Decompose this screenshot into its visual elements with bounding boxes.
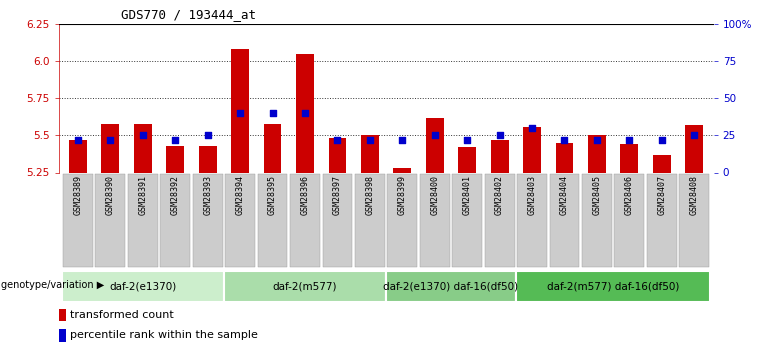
Bar [296, 54, 314, 172]
Text: GDS770 / 193444_at: GDS770 / 193444_at [121, 8, 256, 21]
Text: GSM28398: GSM28398 [365, 175, 374, 215]
Point [655, 137, 668, 142]
Text: GSM28400: GSM28400 [431, 175, 439, 215]
Bar [322, 175, 353, 267]
Text: GSM28395: GSM28395 [268, 175, 277, 215]
Bar [491, 140, 509, 172]
Bar [264, 124, 282, 172]
Bar [355, 175, 385, 267]
Bar [134, 124, 152, 172]
Bar [393, 168, 411, 172]
Text: GSM28396: GSM28396 [300, 175, 310, 215]
Point [266, 110, 278, 116]
Bar [582, 175, 612, 267]
Bar [588, 135, 606, 172]
Bar [58, 308, 66, 321]
Text: GSM28401: GSM28401 [463, 175, 472, 215]
Bar [69, 140, 87, 172]
Text: GSM28402: GSM28402 [495, 175, 504, 215]
Bar [58, 329, 66, 342]
Text: transformed count: transformed count [69, 310, 173, 320]
Text: GSM28389: GSM28389 [73, 175, 83, 215]
Text: GSM28405: GSM28405 [593, 175, 601, 215]
Point [72, 137, 84, 142]
Text: genotype/variation ▶: genotype/variation ▶ [1, 280, 104, 289]
Bar [620, 144, 638, 172]
Bar [484, 175, 515, 267]
Bar [555, 143, 573, 172]
Bar [101, 124, 119, 172]
Bar [361, 135, 379, 172]
Text: daf-2(m577): daf-2(m577) [273, 282, 337, 291]
Text: GSM28397: GSM28397 [333, 175, 342, 215]
Point [169, 137, 182, 142]
Bar [615, 175, 644, 267]
Point [234, 110, 246, 116]
Text: GSM28399: GSM28399 [398, 175, 407, 215]
Point [332, 137, 344, 142]
Bar [225, 175, 255, 267]
Point [526, 125, 538, 131]
Bar [388, 175, 417, 267]
Point [136, 132, 149, 138]
Bar [328, 138, 346, 172]
Point [105, 137, 117, 142]
Text: daf-2(m577) daf-16(df50): daf-2(m577) daf-16(df50) [547, 282, 679, 291]
Point [590, 137, 603, 142]
Bar [516, 271, 711, 302]
Bar [420, 175, 450, 267]
Text: GSM28406: GSM28406 [625, 175, 634, 215]
Bar [452, 175, 482, 267]
Point [623, 137, 636, 142]
Text: GSM28393: GSM28393 [204, 175, 212, 215]
Bar [231, 49, 249, 172]
Point [428, 132, 441, 138]
Text: GSM28403: GSM28403 [527, 175, 537, 215]
Bar [386, 271, 516, 302]
Text: percentile rank within the sample: percentile rank within the sample [69, 331, 257, 341]
Text: GSM28408: GSM28408 [690, 175, 699, 215]
Text: daf-2(e1370) daf-16(df50): daf-2(e1370) daf-16(df50) [384, 282, 519, 291]
Bar [63, 175, 93, 267]
Point [396, 137, 409, 142]
Text: GSM28404: GSM28404 [560, 175, 569, 215]
Bar [199, 146, 217, 172]
Bar [224, 271, 386, 302]
Bar [647, 175, 677, 267]
Bar [193, 175, 222, 267]
Point [461, 137, 473, 142]
Bar [95, 175, 126, 267]
Bar [257, 175, 288, 267]
Bar [523, 127, 541, 172]
Text: GSM28390: GSM28390 [106, 175, 115, 215]
Text: GSM28391: GSM28391 [138, 175, 147, 215]
Bar [653, 155, 671, 172]
Bar [459, 147, 476, 172]
Bar [679, 175, 709, 267]
Point [363, 137, 376, 142]
Point [201, 132, 214, 138]
Bar [517, 175, 547, 267]
Text: daf-2(e1370): daf-2(e1370) [109, 282, 176, 291]
Text: GSM28407: GSM28407 [658, 175, 666, 215]
Bar [166, 146, 184, 172]
Point [494, 132, 506, 138]
Text: GSM28394: GSM28394 [236, 175, 245, 215]
Bar [128, 175, 158, 267]
Text: GSM28392: GSM28392 [171, 175, 179, 215]
Bar [550, 175, 580, 267]
Point [688, 132, 700, 138]
Bar [290, 175, 320, 267]
Bar [686, 125, 703, 172]
Bar [62, 271, 224, 302]
Bar [426, 118, 444, 172]
Bar [161, 175, 190, 267]
Point [299, 110, 311, 116]
Point [558, 137, 571, 142]
